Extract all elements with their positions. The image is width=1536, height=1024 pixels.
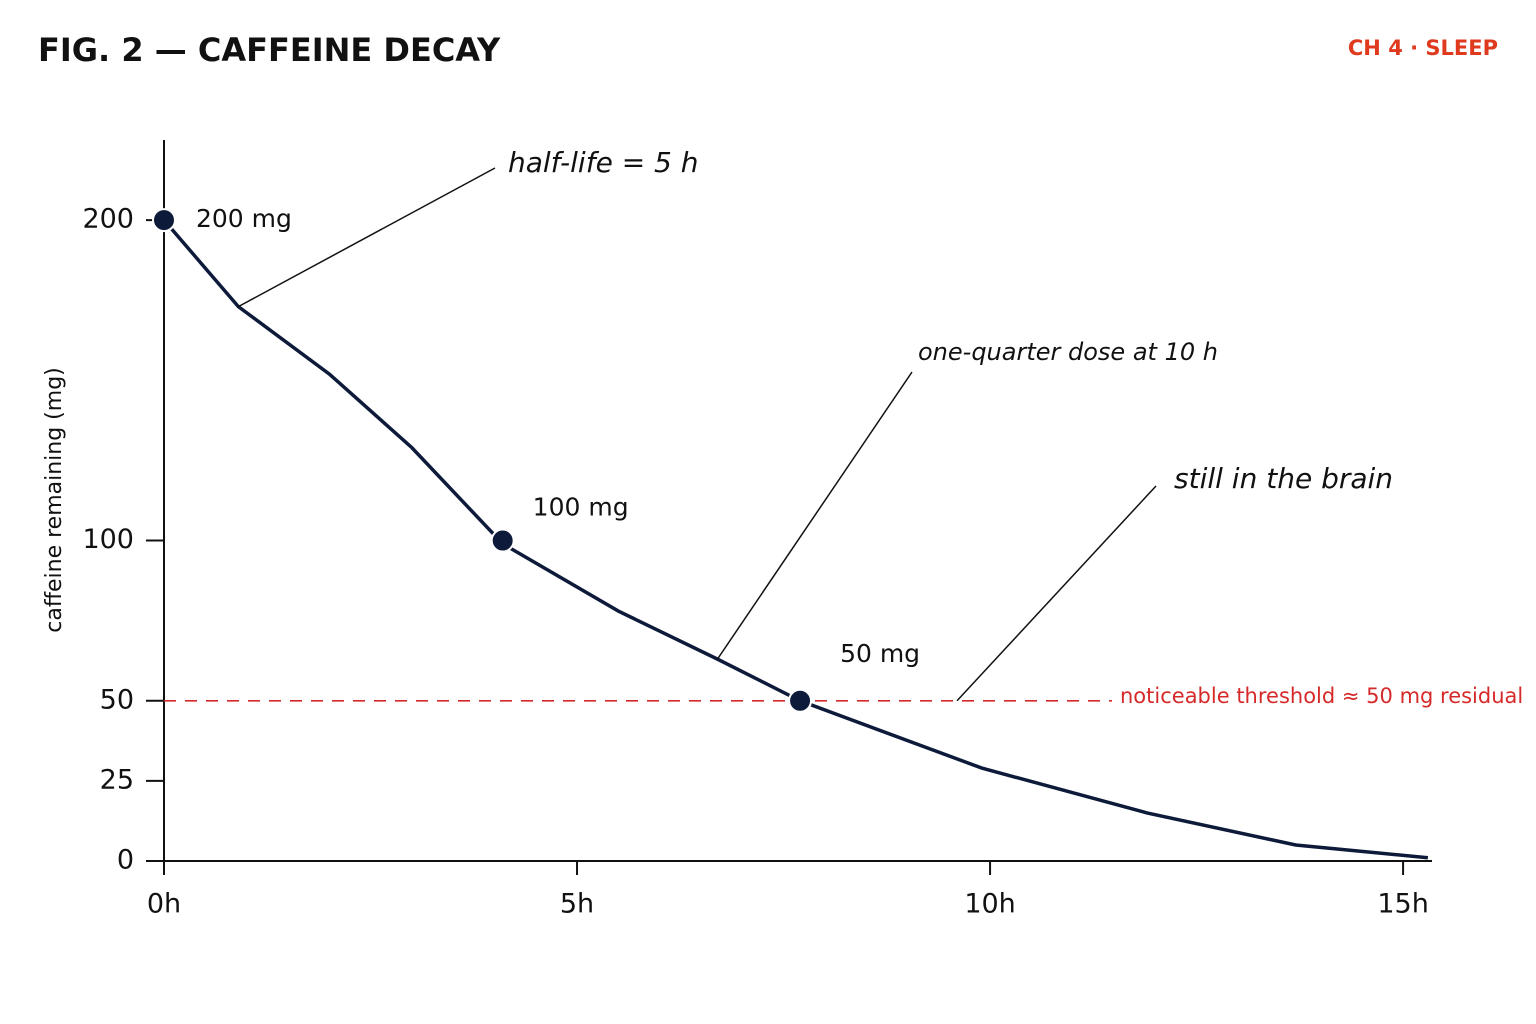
chapter-label: CH 4 · SLEEP [1348, 36, 1498, 60]
threshold-label: noticeable threshold ≈ 50 mg residual [1120, 684, 1523, 708]
y-tick-label: 50 [100, 684, 134, 715]
annotation: half-life = 5 h [508, 146, 699, 179]
y-tick-label: 200 [82, 204, 134, 235]
x-tick-label: 5h [560, 889, 594, 920]
y-tick-label: 100 [82, 524, 134, 555]
x-tick-label: 10h [964, 889, 1015, 920]
data-label: 200 mg [196, 204, 292, 233]
x-tick-label: 15h [1377, 889, 1428, 920]
data-point [152, 208, 176, 233]
y-tick-label: 0 [117, 845, 134, 876]
chart-title: FIG. 2 — CAFFEINE DECAY [38, 31, 501, 69]
leader-line [716, 371, 913, 660]
x-tick-label: 0h [147, 889, 181, 920]
data-point [490, 528, 515, 553]
data-label: 50 mg [840, 639, 920, 668]
annotation: one-quarter dose at 10 h [918, 338, 1218, 366]
annotation: still in the brain [1174, 462, 1393, 495]
data-label: 100 mg [533, 493, 629, 522]
y-tick-label: 25 [100, 764, 134, 795]
leader-line [956, 485, 1157, 702]
y-axis-label: caffeine remaining (mg) [42, 367, 67, 633]
data-point [788, 688, 813, 713]
leader-line [237, 167, 496, 308]
decay-curve [162, 218, 1429, 860]
